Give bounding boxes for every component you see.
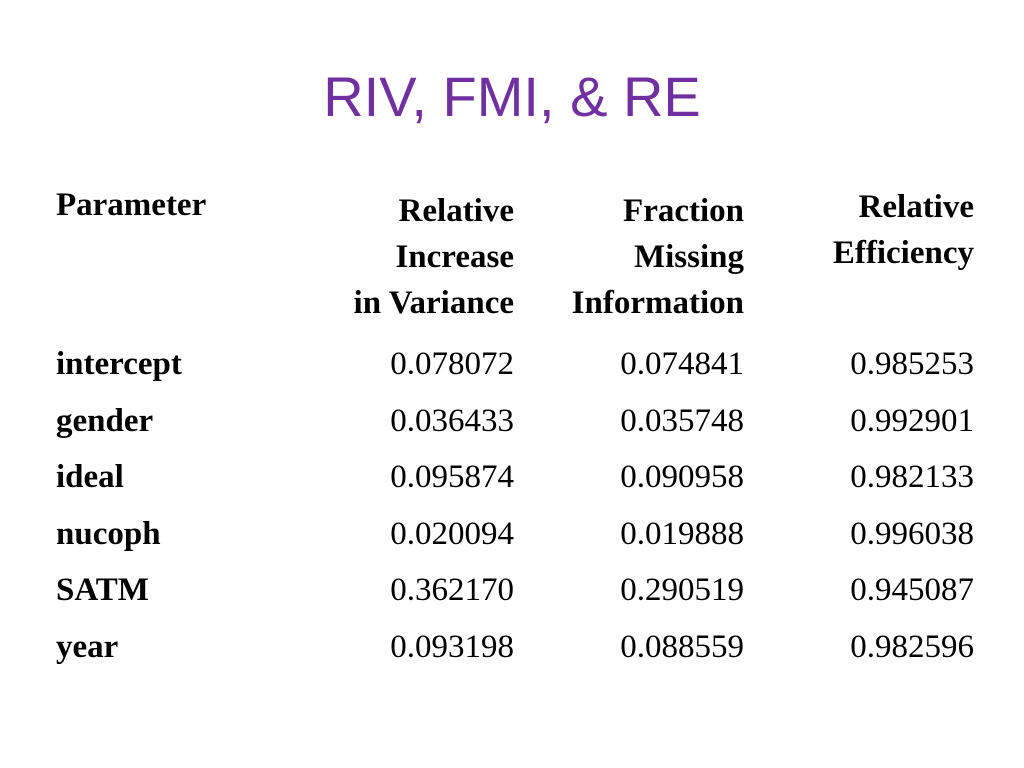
row-fmi-value: 0.088559 [620,628,744,665]
row-riv-value: 0.078072 [390,346,514,382]
table-header-row: Parameter Relative Increase in Variance … [48,186,982,336]
row-riv-value: 0.020094 [390,515,514,552]
row-fmi-value: 0.074841 [620,346,744,382]
row-riv-value: 0.362170 [390,572,514,608]
row-riv-value: 0.093198 [390,628,514,665]
row-fmi-value: 0.090958 [620,459,744,495]
row-re-value: 0.982133 [850,459,974,495]
results-table: Parameter Relative Increase in Variance … [48,186,982,675]
column-header-riv: Relative Increase in Variance [353,193,514,321]
row-parameter: intercept [56,346,182,382]
row-re-value: 0.992901 [850,402,974,439]
table-row: intercept 0.078072 0.074841 0.985253 [48,336,982,393]
row-re-value: 0.945087 [850,572,974,608]
row-fmi-value: 0.290519 [620,572,744,608]
row-parameter: nucoph [56,515,161,552]
slide-title: RIV, FMI, & RE [323,65,701,128]
row-riv-value: 0.095874 [390,459,514,495]
table-row: year 0.093198 0.088559 0.982596 [48,619,982,676]
table-row: gender 0.036433 0.035748 0.992901 [48,393,982,450]
row-fmi-value: 0.035748 [620,402,744,439]
column-header-re: Relative Efficiency [832,189,974,271]
row-fmi-value: 0.019888 [620,515,744,552]
row-parameter: ideal [56,459,124,495]
row-re-value: 0.996038 [850,515,974,552]
row-riv-value: 0.036433 [390,402,514,439]
row-parameter: year [56,628,119,665]
table-row: ideal 0.095874 0.090958 0.982133 [48,449,982,506]
row-parameter: SATM [56,572,149,608]
table-row: nucoph 0.020094 0.019888 0.996038 [48,506,982,563]
table-row: SATM 0.362170 0.290519 0.945087 [48,562,982,619]
row-parameter: gender [56,402,154,439]
column-header-fmi: Fraction Missing Information [571,193,744,321]
row-re-value: 0.985253 [850,346,974,382]
column-header-parameter: Parameter [56,187,207,223]
row-re-value: 0.982596 [850,628,974,665]
